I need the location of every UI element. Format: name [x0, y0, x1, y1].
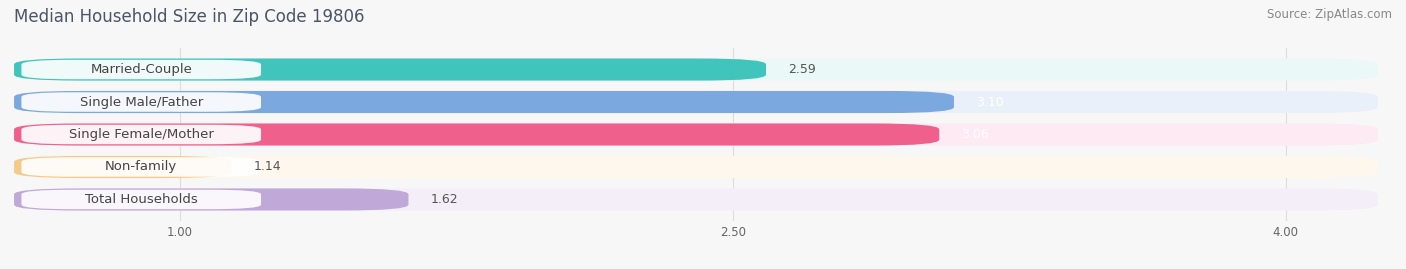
FancyBboxPatch shape: [14, 58, 766, 81]
FancyBboxPatch shape: [21, 60, 262, 79]
Text: Non-family: Non-family: [105, 161, 177, 174]
FancyBboxPatch shape: [21, 125, 262, 144]
FancyBboxPatch shape: [14, 156, 1378, 178]
FancyBboxPatch shape: [14, 58, 1378, 81]
Text: Source: ZipAtlas.com: Source: ZipAtlas.com: [1267, 8, 1392, 21]
FancyBboxPatch shape: [14, 123, 1378, 146]
FancyBboxPatch shape: [14, 91, 1378, 113]
Text: Married-Couple: Married-Couple: [90, 63, 193, 76]
Text: Median Household Size in Zip Code 19806: Median Household Size in Zip Code 19806: [14, 8, 364, 26]
FancyBboxPatch shape: [14, 91, 955, 113]
FancyBboxPatch shape: [21, 157, 262, 177]
Text: 2.59: 2.59: [789, 63, 815, 76]
Text: Single Male/Father: Single Male/Father: [80, 95, 202, 108]
Text: 3.06: 3.06: [962, 128, 988, 141]
Text: Single Female/Mother: Single Female/Mother: [69, 128, 214, 141]
FancyBboxPatch shape: [14, 188, 409, 211]
Text: 1.14: 1.14: [253, 161, 281, 174]
FancyBboxPatch shape: [14, 156, 232, 178]
Text: 3.10: 3.10: [976, 95, 1004, 108]
FancyBboxPatch shape: [14, 123, 939, 146]
FancyBboxPatch shape: [14, 188, 1378, 211]
Text: Total Households: Total Households: [84, 193, 198, 206]
Text: 1.62: 1.62: [430, 193, 458, 206]
FancyBboxPatch shape: [21, 190, 262, 209]
FancyBboxPatch shape: [21, 92, 262, 112]
